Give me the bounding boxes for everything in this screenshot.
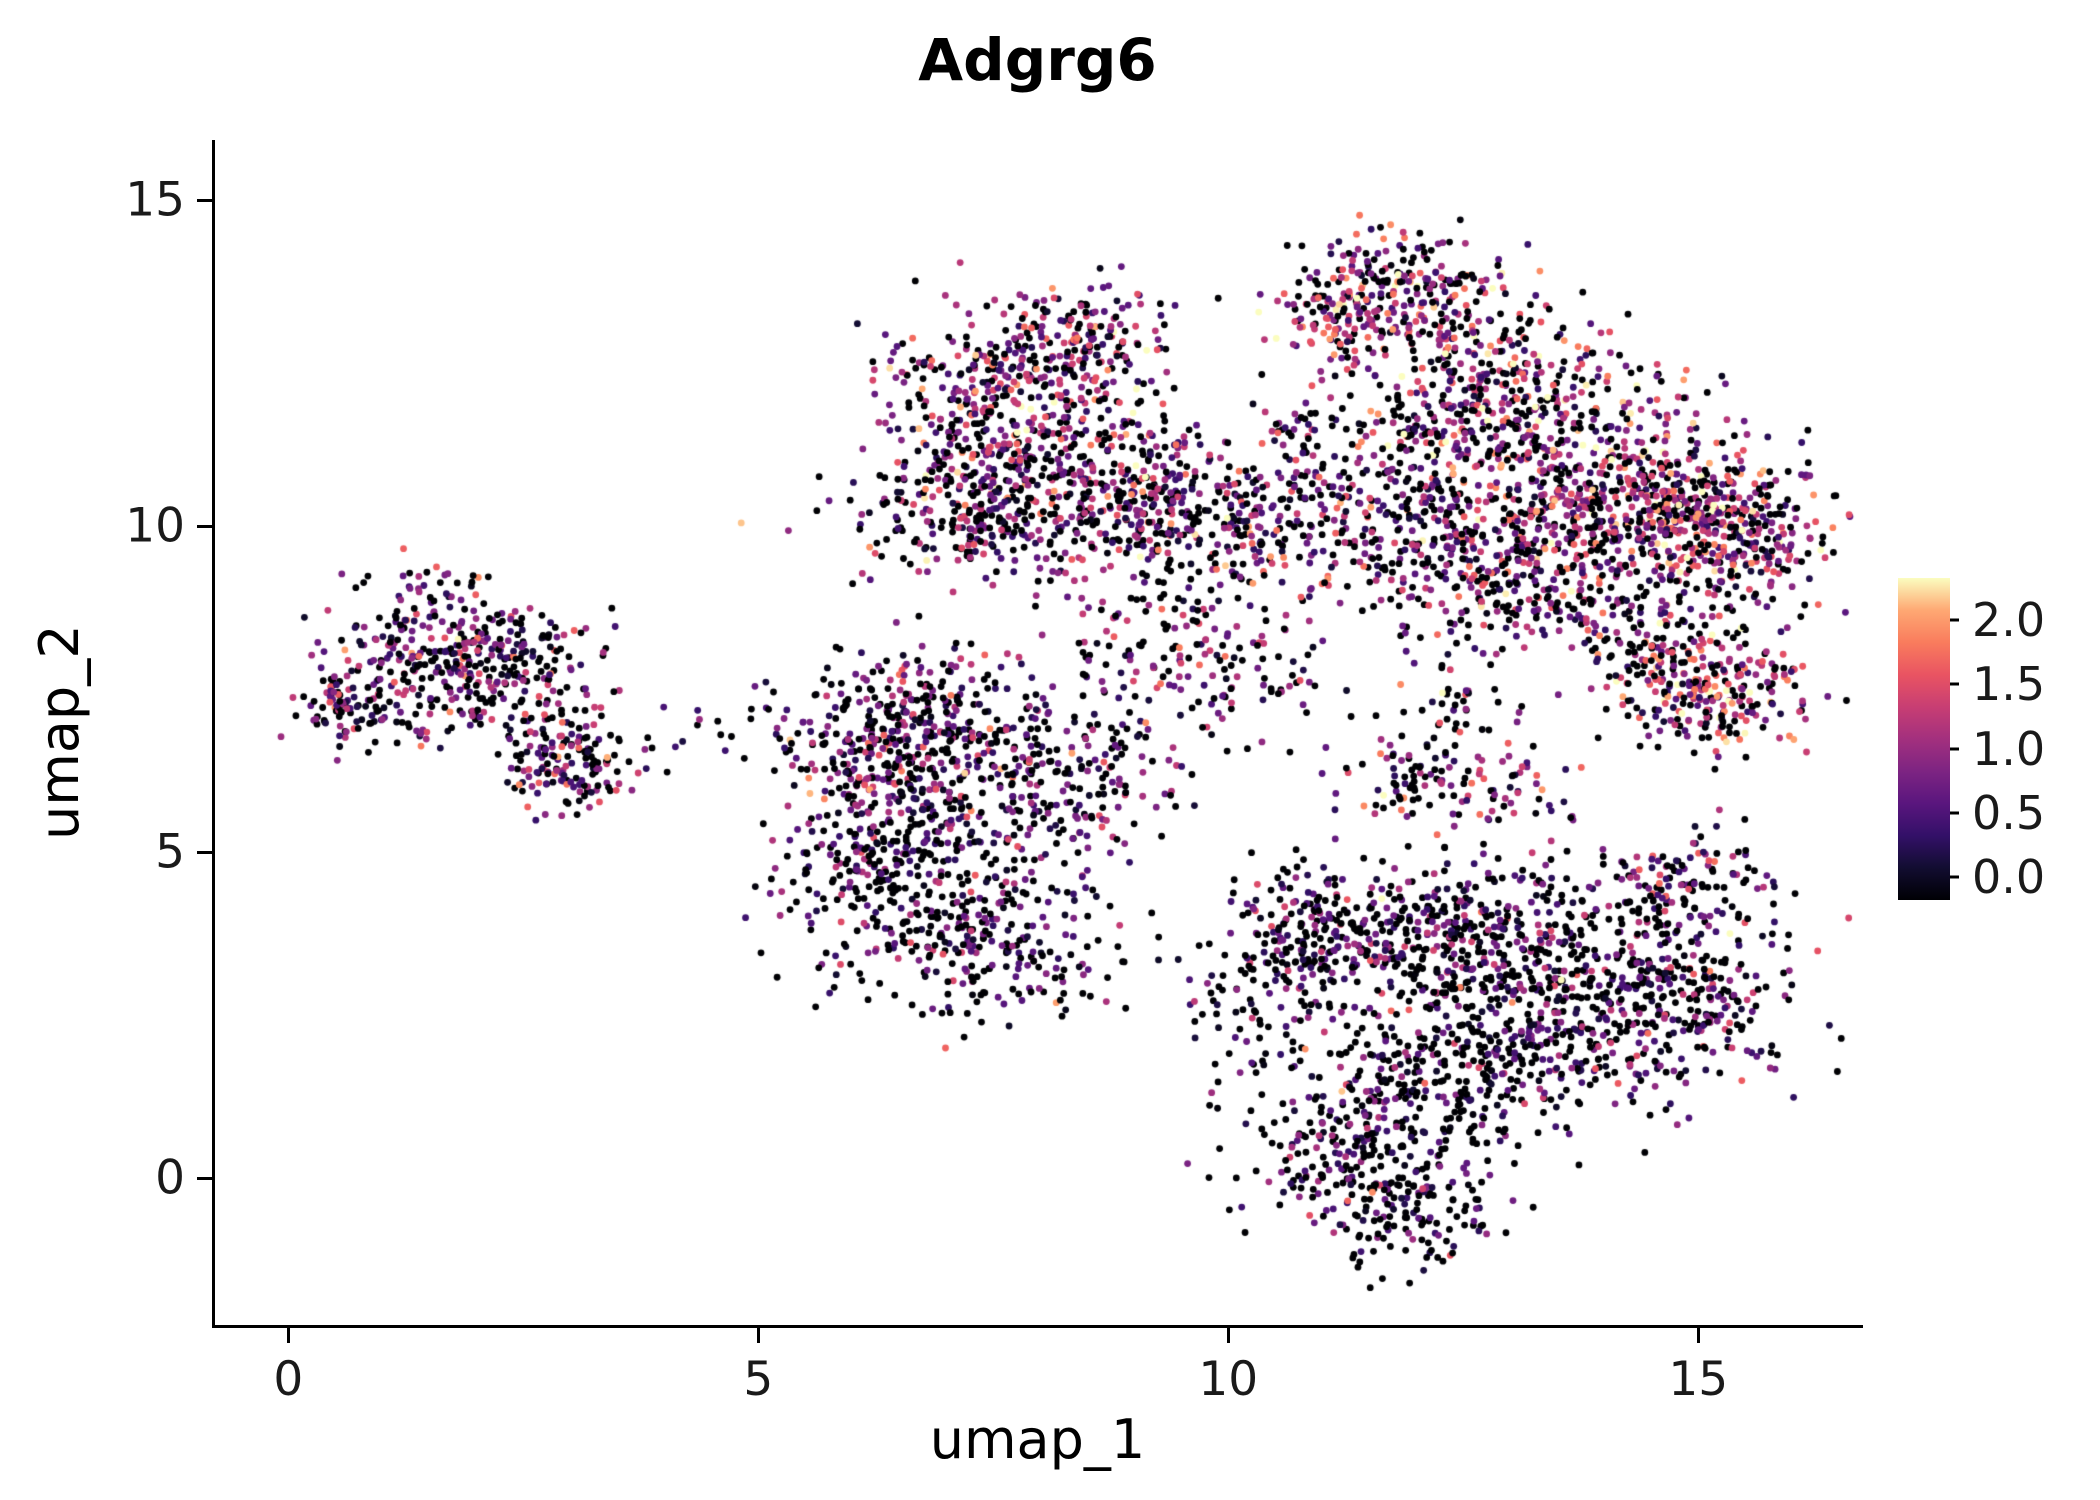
colorbar-tick-mark — [1950, 618, 1959, 622]
x-tick-label: 5 — [743, 1352, 774, 1407]
x-tick-mark — [286, 1328, 290, 1343]
colorbar-tick-label: 2.0 — [1972, 592, 2046, 647]
y-tick-label: 10 — [125, 498, 185, 554]
y-tick-mark — [197, 1176, 212, 1180]
y-tick-label: 5 — [155, 824, 185, 880]
y-tick-label: 15 — [125, 172, 185, 228]
x-tick-mark — [1696, 1328, 1700, 1343]
colorbar-tick-label: 0.5 — [1972, 786, 2046, 841]
colorbar-tick-mark — [1950, 747, 1959, 751]
x-tick-mark — [756, 1328, 760, 1343]
x-tick-label: 15 — [1668, 1352, 1729, 1407]
colorbar-gradient — [1898, 578, 1950, 900]
x-axis-line — [212, 1325, 1863, 1328]
scatter-canvas — [215, 140, 1860, 1325]
x-axis-title: umap_1 — [929, 1408, 1146, 1471]
x-tick-label: 10 — [1198, 1352, 1259, 1407]
colorbar-tick-mark — [1950, 875, 1959, 879]
y-tick-mark — [197, 850, 212, 854]
colorbar-tick-mark — [1950, 682, 1959, 686]
x-tick-mark — [1226, 1328, 1230, 1343]
colorbar-tick-label: 1.5 — [1972, 657, 2046, 712]
colorbar-tick-label: 1.0 — [1972, 721, 2046, 776]
y-tick-label: 0 — [155, 1150, 185, 1206]
y-tick-mark — [197, 524, 212, 528]
page-title: Adgrg6 — [918, 26, 1157, 94]
colorbar-tick-mark — [1950, 811, 1959, 815]
y-axis-title: umap_2 — [28, 624, 91, 841]
x-tick-label: 0 — [273, 1352, 304, 1407]
y-tick-mark — [197, 198, 212, 202]
y-axis-line — [212, 140, 215, 1328]
colorbar-tick-label: 0.0 — [1972, 850, 2046, 905]
